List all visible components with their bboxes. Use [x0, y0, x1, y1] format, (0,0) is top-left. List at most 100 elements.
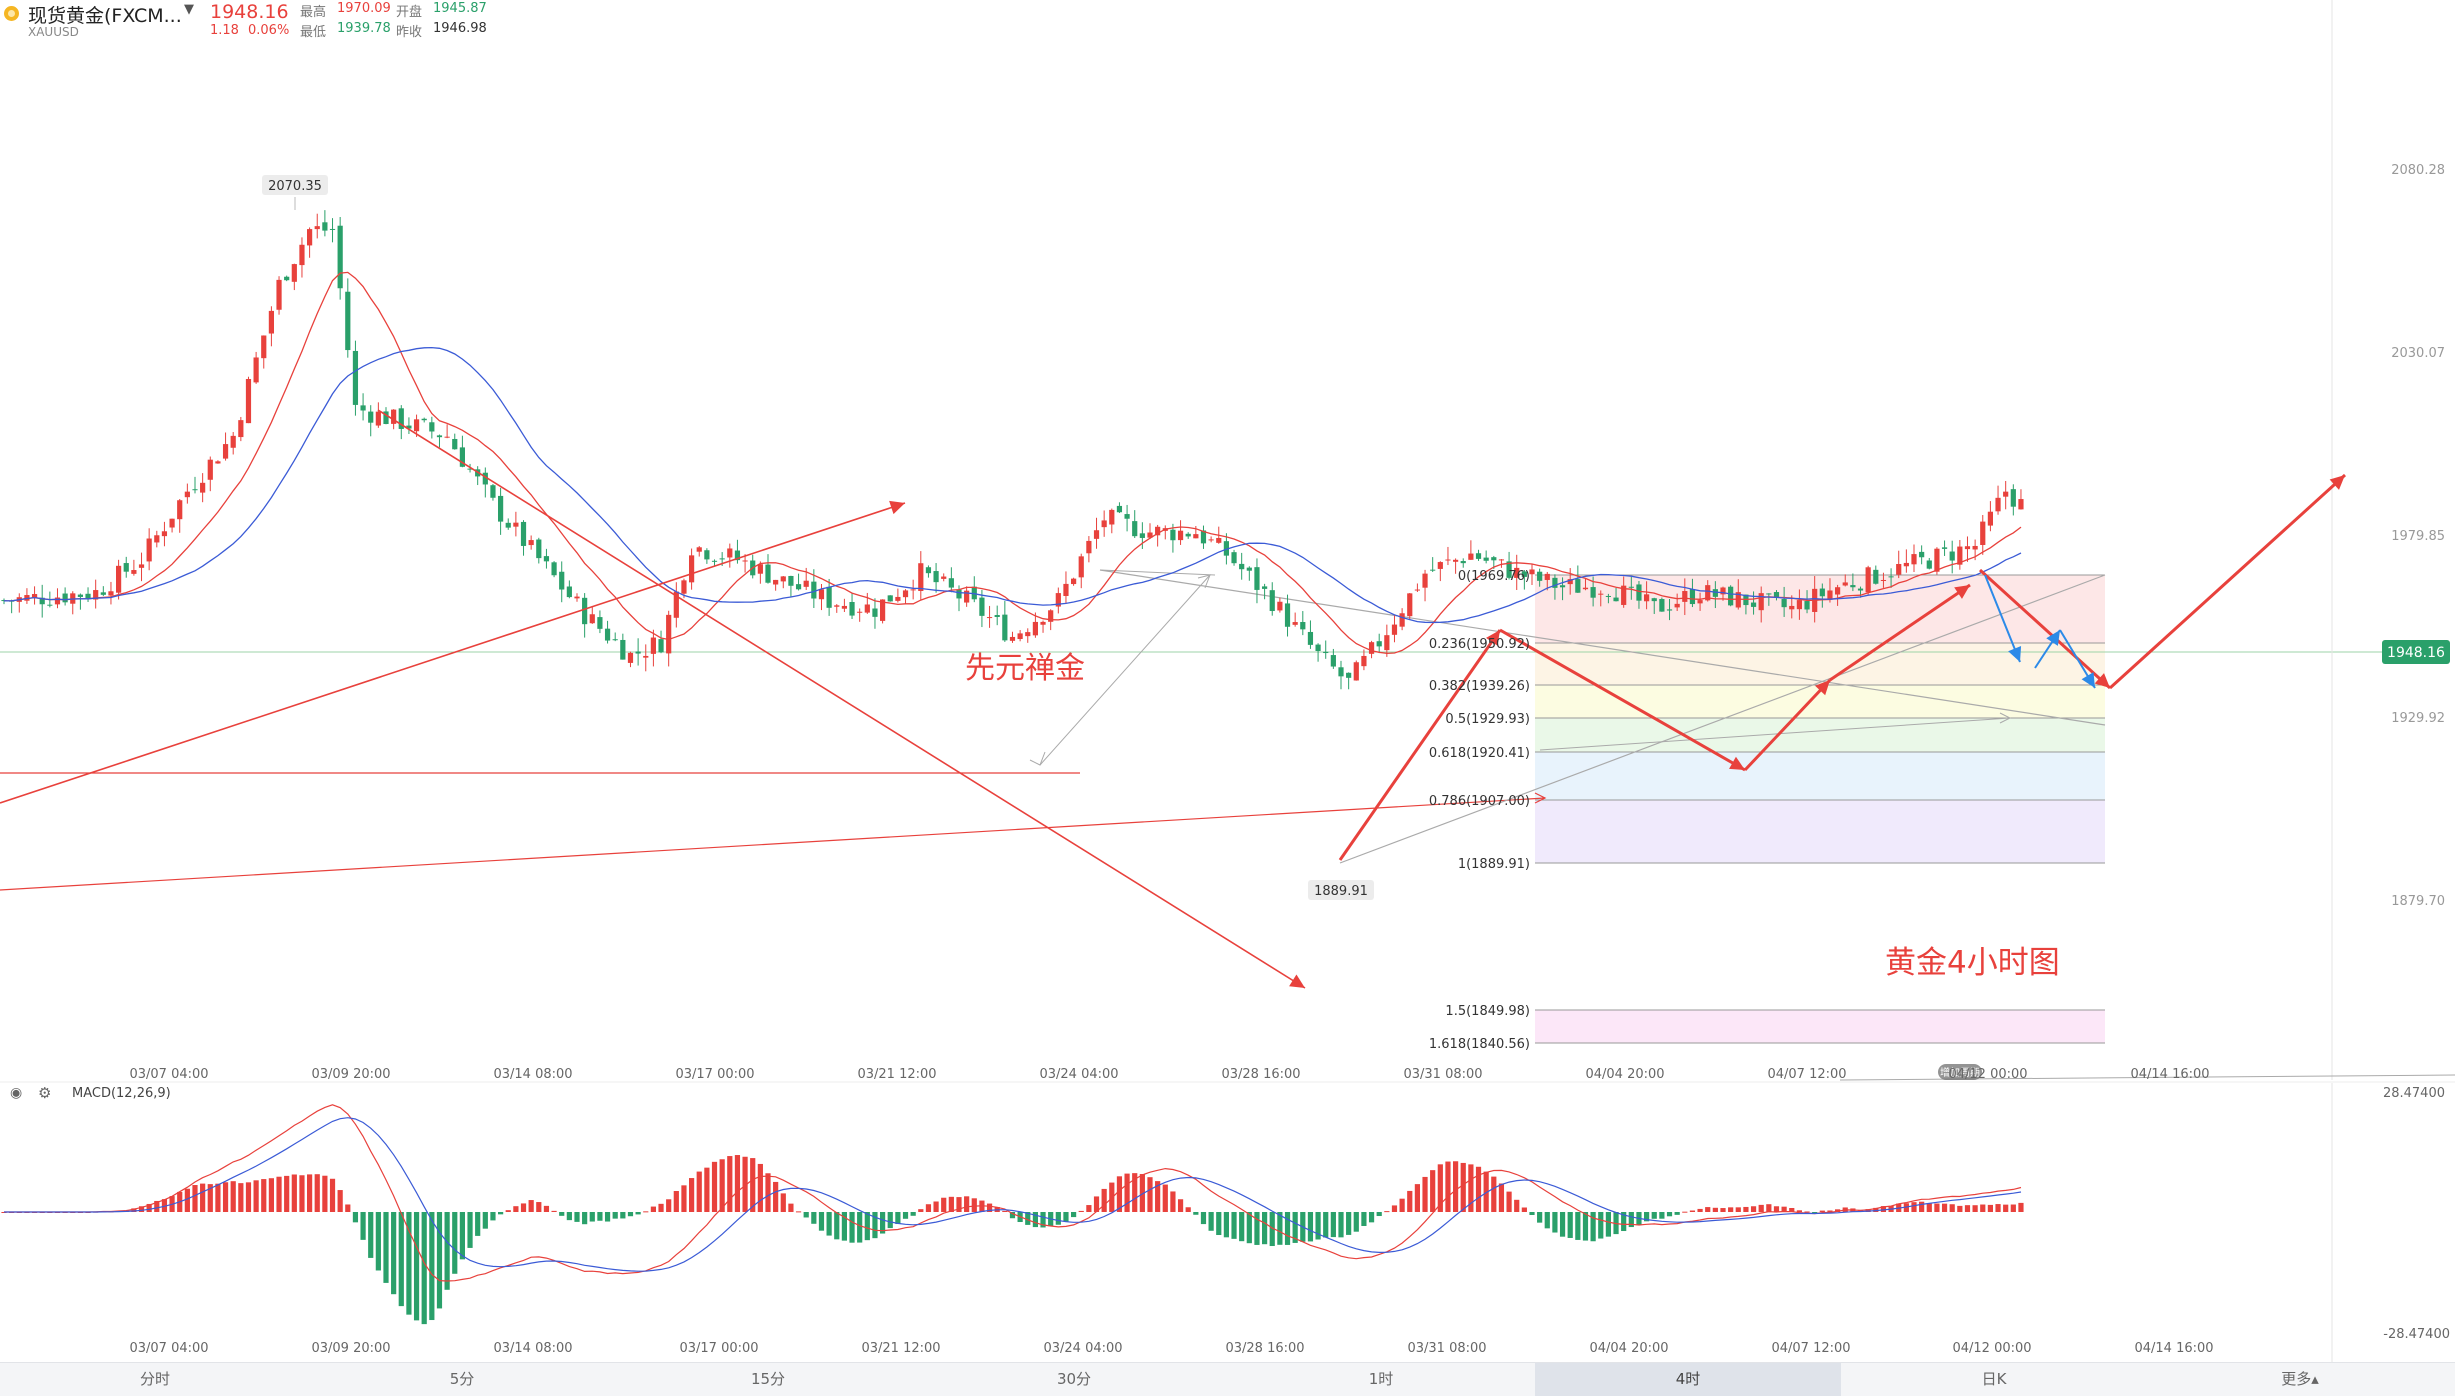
- candle-body: [1346, 672, 1352, 678]
- candle-body: [902, 590, 909, 598]
- candle-body: [1002, 614, 1008, 641]
- macd-histogram-bar: [1644, 1212, 1650, 1222]
- candle-body: [834, 605, 840, 607]
- candle-body: [177, 500, 183, 520]
- tab-5[interactable]: 4时: [1535, 1363, 1841, 1396]
- candle-body: [597, 617, 603, 629]
- eye-icon[interactable]: ◉: [10, 1085, 23, 1101]
- fibonacci-retracement[interactable]: [1535, 574, 2105, 1080]
- candle-body: [574, 596, 580, 599]
- arrow-head[interactable]: [1289, 974, 1305, 988]
- candle-body: [253, 357, 259, 383]
- candle-body: [1911, 554, 1917, 565]
- bold-red-arrow[interactable]: [1743, 678, 1832, 772]
- bold-red-arrow[interactable]: [1338, 629, 1502, 861]
- candle-body: [1728, 586, 1734, 606]
- candle-body: [1193, 534, 1199, 539]
- macd-histogram-bar: [627, 1212, 634, 1217]
- macd-histogram-bar: [1514, 1199, 1520, 1212]
- tab-1[interactable]: 5分: [449, 1370, 475, 1388]
- macd-panel: [1, 1104, 2024, 1325]
- candle-body: [1025, 632, 1031, 637]
- candle-body: [1781, 599, 1787, 608]
- macd-axis-bottom: -28.47400: [2383, 1327, 2450, 1342]
- bold-red-arrow[interactable]: [1829, 583, 1971, 682]
- macd-histogram-bar: [711, 1161, 718, 1212]
- bold-red-arrow[interactable]: [2108, 473, 2347, 690]
- bold-red-arrow[interactable]: [1499, 628, 1746, 772]
- candle-body: [910, 589, 916, 591]
- macd-time-axis-label: 03/09 20:00: [311, 1341, 390, 1356]
- macd-histogram-bar: [1590, 1212, 1596, 1242]
- arrow-head[interactable]: [2008, 646, 2022, 662]
- candle-body: [1353, 662, 1359, 681]
- macd-histogram-bar: [1743, 1206, 1749, 1212]
- fib-level-label: 1.5(1849.98): [1445, 1004, 1530, 1019]
- arrow-head[interactable]: [1815, 680, 1830, 696]
- candle-body: [276, 279, 282, 310]
- arrow-head[interactable]: [2329, 475, 2345, 490]
- macd-histogram-bar: [1995, 1204, 2001, 1212]
- tab-4[interactable]: 1时: [1368, 1370, 1394, 1388]
- candle-body: [1903, 562, 1909, 567]
- chevron-down-icon[interactable]: ▼: [184, 2, 194, 17]
- macd-histogram-bar: [1949, 1204, 1955, 1212]
- macd-histogram-bar: [222, 1182, 229, 1212]
- symbol-title[interactable]: 现货黄金(FXCM...: [28, 5, 182, 27]
- candle-body: [1300, 622, 1306, 630]
- macd-histogram-bar: [910, 1212, 916, 1216]
- tab-2[interactable]: 15分: [750, 1370, 786, 1388]
- candle-body: [1835, 587, 1841, 595]
- settings-icon[interactable]: ⚙: [38, 1084, 52, 1102]
- macd-histogram-bar: [574, 1212, 580, 1222]
- time-axis-label: 03/14 08:00: [493, 1067, 572, 1082]
- macd-histogram-bar: [482, 1212, 488, 1229]
- fib-zone: [1535, 800, 2105, 863]
- macd-histogram-bar: [1827, 1210, 1833, 1212]
- macd-histogram-bar: [1689, 1210, 1696, 1212]
- arrow-head[interactable]: [2094, 673, 2110, 688]
- arrow-head[interactable]: [889, 500, 905, 515]
- candle-body: [391, 409, 397, 424]
- trend-drawings[interactable]: [0, 409, 2347, 989]
- arrow-head[interactable]: [1954, 585, 1970, 599]
- arrow-head[interactable]: [2081, 672, 2095, 688]
- macd-histogram-bar: [1506, 1191, 1512, 1212]
- macd-histogram-bar: [138, 1206, 145, 1212]
- high-value: 1970.09: [337, 1, 391, 16]
- arrow-head[interactable]: [2046, 630, 2060, 646]
- arrow-head[interactable]: [1486, 630, 1500, 646]
- macd-histogram-bar: [1391, 1205, 1398, 1212]
- tab-0[interactable]: 分时: [139, 1370, 170, 1388]
- macd-histogram-bar: [1934, 1203, 1940, 1212]
- tab-7[interactable]: 更多▴: [2281, 1370, 2319, 1388]
- candle-body: [1842, 582, 1848, 586]
- candle-body: [1391, 624, 1398, 635]
- bold-red-arrow[interactable]: [1978, 568, 2112, 690]
- fib-zone: [1535, 752, 2105, 800]
- fib-level-label: 1.618(1840.56): [1429, 1037, 1530, 1052]
- trend-arrow-up[interactable]: [0, 502, 906, 804]
- tooltip-pill: [1938, 1064, 1982, 1080]
- candle-body: [719, 558, 725, 560]
- candle-body: [986, 617, 993, 619]
- macd-histogram-bar: [1529, 1212, 1535, 1215]
- candle-body: [1827, 590, 1833, 600]
- forecast-arrow[interactable]: [1984, 574, 2021, 663]
- trend-arrow-down[interactable]: [377, 409, 1306, 989]
- candle-body: [222, 444, 229, 459]
- arrow-head[interactable]: [1729, 756, 1745, 770]
- candle-body: [1941, 547, 1948, 549]
- fib-zone: [1535, 1010, 2105, 1043]
- macd-histogram-bar: [131, 1208, 137, 1212]
- candle-body: [245, 378, 252, 424]
- macd-histogram-bar: [1705, 1207, 1711, 1212]
- candle-body: [1376, 641, 1382, 647]
- macd-histogram-bar: [1812, 1212, 1818, 1213]
- tab-6[interactable]: 日K: [1981, 1370, 2007, 1388]
- arrow-head: [1197, 574, 1211, 589]
- tab-3[interactable]: 30分: [1056, 1370, 1092, 1388]
- candle-body: [1223, 541, 1229, 556]
- time-axis-label: 03/09 20:00: [311, 1067, 390, 1082]
